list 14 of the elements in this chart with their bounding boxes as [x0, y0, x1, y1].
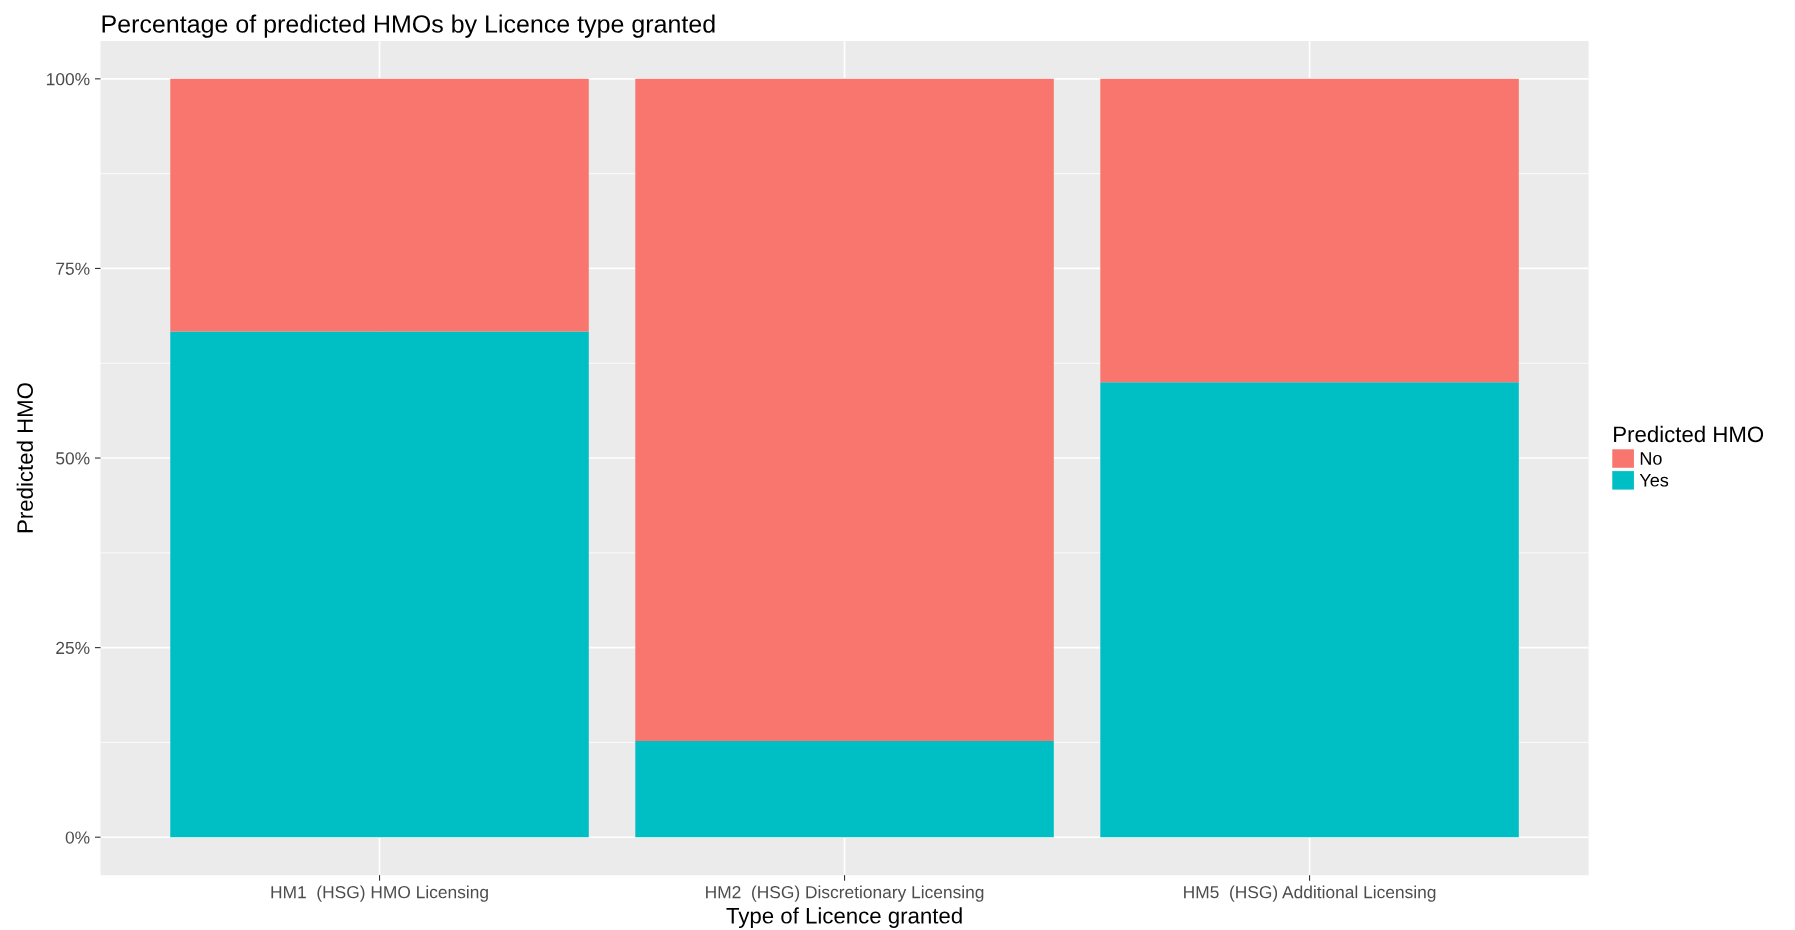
x-tick-label: HM5 (HSG) Additional Licensing — [1184, 885, 1436, 902]
x-tick-label: HM1 (HSG) HMO Licensing — [271, 885, 488, 902]
y-tick-label: 75% — [56, 262, 90, 275]
y-tick-label: 50% — [56, 452, 90, 465]
chart-title: Percentage of predicted HMOs by Licence type granted — [102, 14, 715, 38]
x-axis-title: Type of Licence granted — [726, 907, 962, 928]
y-axis-title: Predicted HMO — [16, 383, 33, 533]
legend-title: Predicted HMO — [1614, 425, 1764, 443]
y-tick-label: 25% — [56, 641, 90, 655]
x-tick-label: HM2 (HSG) Discretionary Licensing — [706, 885, 984, 902]
y-tick-label: 100% — [47, 73, 90, 86]
legend-label: Yes — [1639, 474, 1669, 487]
y-tick-label: 0% — [65, 831, 90, 844]
legend-label: No — [1640, 452, 1662, 465]
